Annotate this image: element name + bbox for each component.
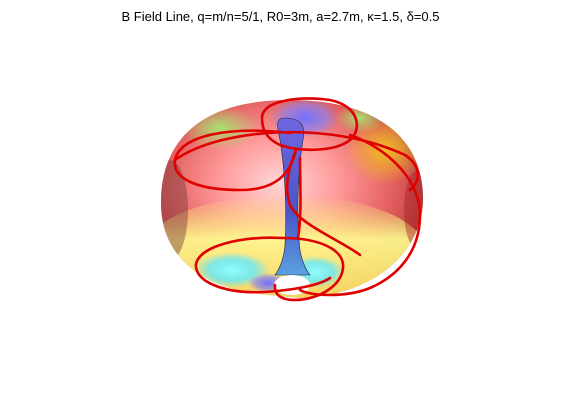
field-line-left-descent [296, 156, 302, 240]
field-line-top-loop [260, 97, 359, 152]
field-line-lower-right-loop [273, 236, 345, 302]
field-line [173, 97, 422, 302]
field-line-right-arc [298, 133, 422, 297]
field-line-mid-arc [285, 148, 362, 257]
field-line-upper-left-loop [173, 129, 298, 192]
figure-title: B Field Line, q=m/n=5/1, R0=3m, a=2.7m, … [121, 9, 440, 24]
field-line-lower-left-loop [194, 236, 332, 294]
